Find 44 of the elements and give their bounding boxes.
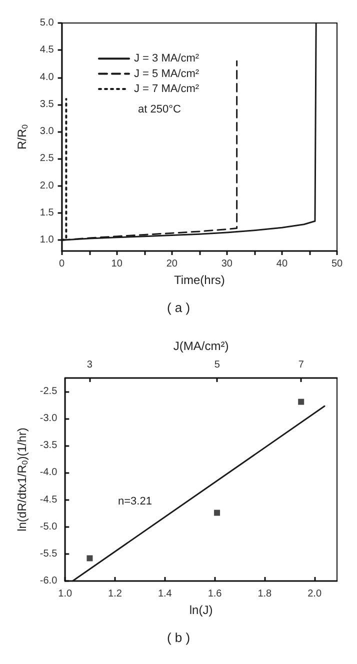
x2-axis-title: J(MA/cm²): [173, 339, 229, 353]
y-tick-label: 3.5: [40, 98, 54, 110]
x-tick-label: 0: [59, 258, 66, 270]
x-tick-label: 10: [111, 258, 123, 270]
x2-tick-label: 7: [298, 360, 304, 370]
x2-tick-label: 3: [86, 360, 93, 370]
x-tick-label: 1.4: [158, 588, 172, 600]
y-tick-label: 4.0: [40, 72, 54, 83]
x-axis-title: ln(J): [189, 602, 213, 617]
x-tick-label: 1.6: [208, 588, 222, 600]
y-tick-label: -4.5: [40, 494, 58, 506]
x-tick-label: 1.8: [258, 588, 272, 600]
x-tick-label: 50: [331, 258, 343, 270]
y-tick-label: -6.0: [40, 576, 58, 586]
y-tick-label: 3.0: [40, 126, 54, 138]
legend-label: J = 3 MA/cm²: [134, 52, 200, 65]
annotation: n=3.21: [118, 496, 152, 508]
y-tick-label: -5.5: [40, 548, 58, 560]
text: ( a ): [166, 300, 190, 315]
y-axis-title: ln(dR/dtx1/R0)(1/hr): [15, 428, 30, 532]
y-tick-label: 1.0: [40, 234, 54, 246]
legend-label: J = 5 MA/cm²: [134, 68, 200, 80]
annotation: at 250°C: [138, 104, 181, 116]
y-axis-title: R/R0: [15, 124, 30, 150]
y-tick-label: 1.5: [40, 208, 54, 218]
y-tick-label: 5.0: [40, 18, 54, 28]
y-tick-label: 2.5: [40, 153, 54, 164]
y-tick-label: -5.0: [40, 521, 58, 532]
x-tick-label: 20: [166, 258, 178, 270]
x-tick-label: 30: [221, 258, 233, 270]
y-tick-label: 2.0: [40, 180, 54, 192]
legend-label: J = 7 MA/cm²: [134, 83, 200, 95]
x2-tick-label: 5: [214, 360, 220, 370]
text: ( b ): [166, 630, 190, 645]
x-tick-label: 2.0: [308, 588, 322, 600]
y-tick-label: 4.5: [40, 44, 54, 56]
x-tick-label: 1.0: [58, 588, 73, 600]
y-tick-label: -4.0: [40, 467, 58, 478]
y-tick-label: -2.5: [40, 386, 58, 398]
y-tick-label: -3.5: [40, 440, 58, 452]
x-tick-label: 40: [276, 258, 288, 270]
y-tick-label: -3.0: [40, 413, 58, 424]
x-tick-label: 1.2: [108, 588, 122, 600]
x-axis-title: Time(hrs): [174, 272, 225, 287]
